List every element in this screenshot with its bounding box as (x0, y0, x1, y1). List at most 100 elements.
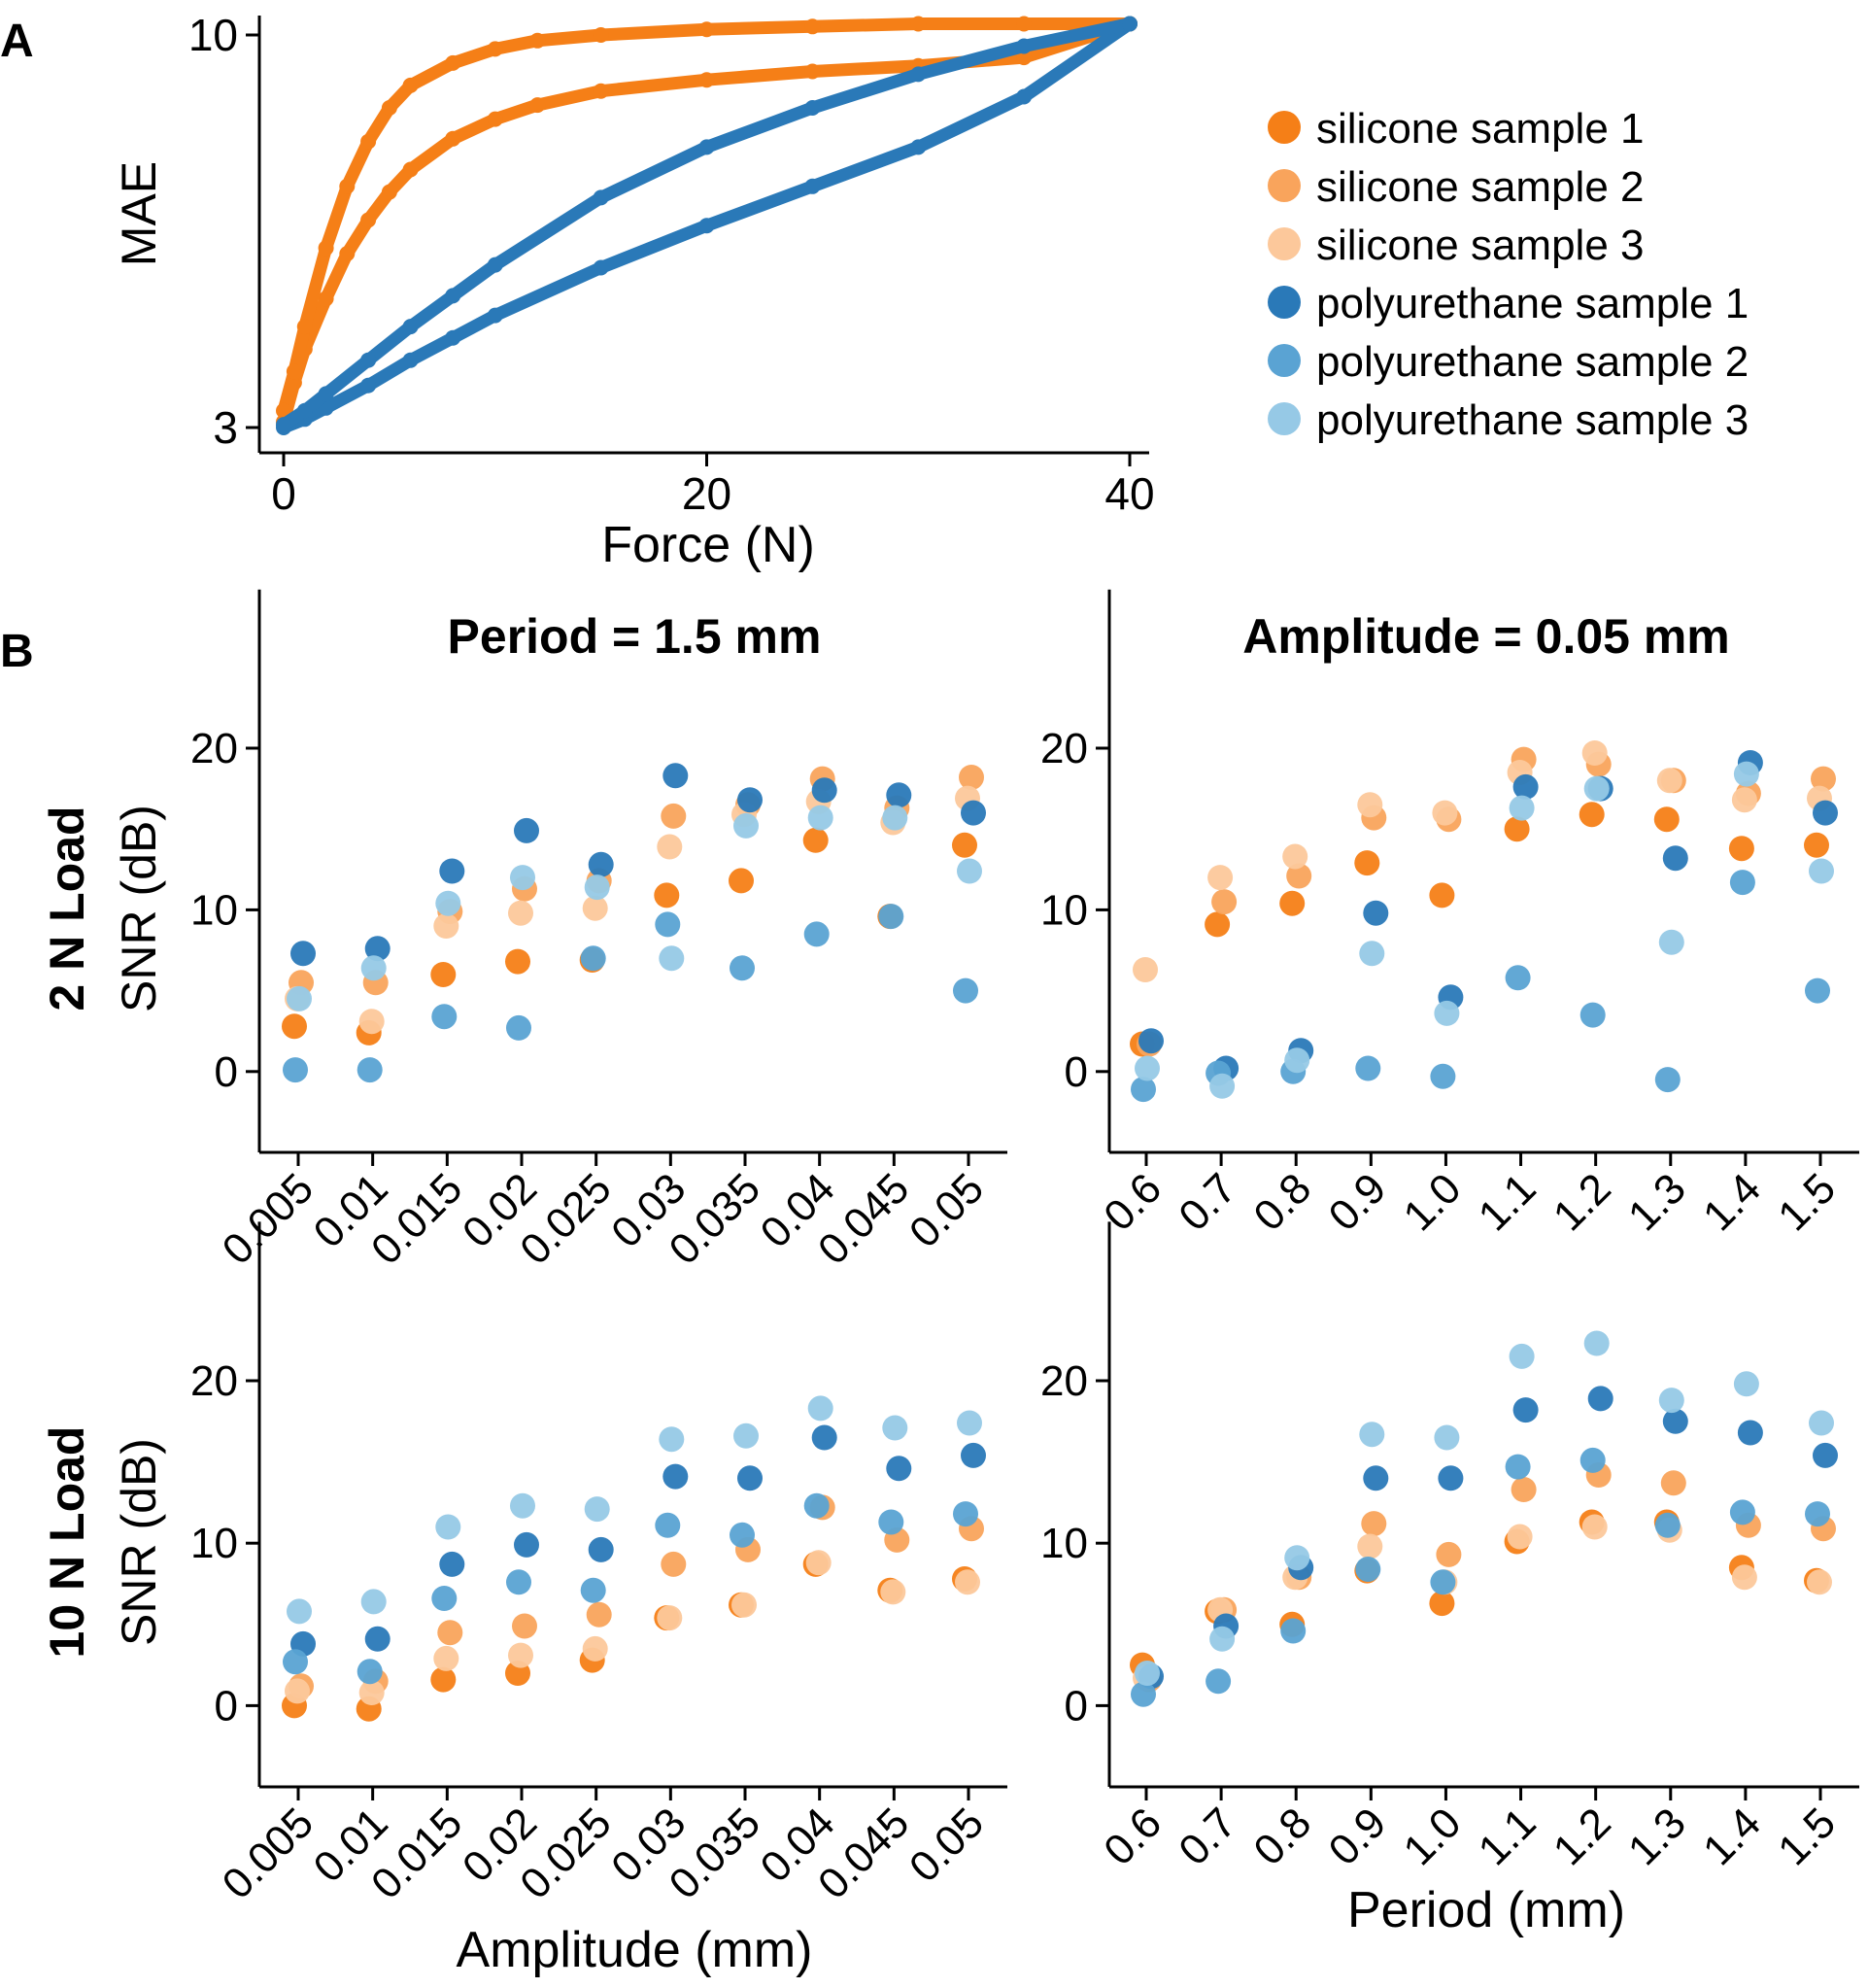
b-x-label-amplitude: Amplitude (mm) (457, 1922, 813, 1978)
data-point-polyurethane-sample-2 (431, 1586, 458, 1611)
row-label-10n-load: 10 N Load (40, 1426, 94, 1659)
data-point-silicone-sample-3 (1133, 957, 1158, 982)
data-point-polyurethane-sample-1 (1662, 1408, 1688, 1434)
data-point-polyurethane-sample-1 (439, 1551, 465, 1577)
x-tick-label: 40 (1104, 468, 1154, 519)
data-point-polyurethane-sample-1 (290, 941, 316, 967)
x-tick-label: 1.2 (1545, 1799, 1620, 1874)
data-point-polyurethane-unloading (402, 319, 419, 335)
data-point-polyurethane-sample-3 (287, 1598, 312, 1625)
data-point-polyurethane-sample-3 (1509, 1343, 1535, 1369)
data-point-silicone-unloading (445, 54, 461, 71)
data-point-polyurethane-loading (360, 377, 377, 394)
x-tick-label: 0.9 (1320, 1164, 1396, 1240)
data-point-silicone-sample-3 (805, 1550, 832, 1576)
data-point-polyurethane-sample-2 (580, 1577, 606, 1603)
data-point-silicone-loading (804, 63, 821, 80)
data-point-polyurethane-sample-1 (1737, 1420, 1763, 1446)
data-point-polyurethane-sample-2 (357, 1057, 383, 1083)
data-point-silicone-sample-3 (1656, 768, 1682, 794)
data-point-silicone-sample-3 (358, 1009, 385, 1035)
data-point-silicone-sample-3 (1282, 843, 1308, 870)
x-tick-label: 0.7 (1170, 1799, 1245, 1874)
data-point-silicone-sample-2 (959, 765, 984, 790)
data-point-polyurethane-sample-3 (584, 1496, 610, 1523)
data-point-polyurethane-sample-1 (1512, 1397, 1539, 1423)
data-point-polyurethane-sample-2 (655, 911, 681, 938)
data-point-silicone-sample-1 (505, 948, 530, 975)
data-point-silicone-sample-3 (1507, 1524, 1533, 1550)
data-point-silicone-loading (593, 83, 609, 99)
data-point-polyurethane-sample-1 (514, 817, 539, 843)
data-point-polyurethane-sample-3 (807, 805, 833, 831)
data-point-silicone-sample-2 (1436, 1541, 1462, 1567)
x-tick-label: 0.9 (1320, 1799, 1396, 1874)
data-point-silicone-loading (402, 161, 419, 178)
data-point-polyurethane-sample-2 (730, 955, 755, 981)
legend-marker-polyurethane-2 (1268, 344, 1301, 377)
data-point-polyurethane-sample-1 (961, 1442, 986, 1468)
data-point-polyurethane-sample-3 (882, 1415, 908, 1441)
data-point-silicone-sample-1 (1728, 836, 1754, 862)
data-point-polyurethane-sample-2 (730, 1522, 755, 1548)
data-point-polyurethane-loading (445, 329, 461, 346)
data-point-polyurethane-sample-2 (1430, 1569, 1456, 1595)
b-2n-y-label: SNR (dB) (112, 805, 166, 1012)
x-tick-label: 1.4 (1694, 1799, 1770, 1874)
data-point-polyurethane-sample-3 (659, 1426, 685, 1453)
panel-b-title-amplitude: Amplitude = 0.05 mm (1242, 609, 1730, 664)
legend: silicone sample 1 silicone sample 2 sili… (1268, 105, 1749, 444)
scatter-2n-period: 0 10 20 0.6 0.7 0.8 0.9 1.0 1.1 1.2 1.3 1.4 1.5 (1040, 589, 1859, 1240)
data-point-polyurethane-loading (910, 139, 927, 155)
data-point-silicone-sample-3 (1357, 1533, 1383, 1560)
data-point-polyurethane-sample-1 (1438, 1465, 1464, 1491)
data-point-silicone-sample-3 (880, 1579, 906, 1605)
data-point-silicone-sample-1 (1429, 1591, 1455, 1617)
x-tick-label: 1.0 (1395, 1799, 1471, 1874)
legend-label-silicone-3: silicone sample 3 (1316, 222, 1645, 269)
data-point-polyurethane-unloading (360, 352, 377, 368)
data-point-silicone-sample-3 (1731, 787, 1757, 813)
x-tick-label: 20 (682, 468, 731, 519)
data-point-polyurethane-sample-3 (360, 1589, 387, 1615)
panel-a-ticks: 0 20 40 3 10 (188, 10, 1155, 519)
x-tick-label: 1.0 (1395, 1164, 1471, 1240)
data-point-silicone-unloading (339, 178, 356, 194)
data-point-silicone-sample-1 (654, 882, 680, 908)
data-point-silicone-unloading (1016, 16, 1033, 32)
x-tick-label: 0.6 (1095, 1799, 1171, 1874)
data-point-silicone-sample-2 (1286, 863, 1312, 889)
data-point-silicone-sample-1 (1504, 816, 1530, 842)
x-tick-label: 0.05 (900, 1164, 993, 1256)
legend-label-silicone-1: silicone sample 1 (1316, 105, 1645, 153)
legend-label-silicone-2: silicone sample 2 (1316, 163, 1645, 211)
x-tick-label: 0.05 (900, 1799, 993, 1891)
data-point-polyurethane-sample-3 (807, 1395, 833, 1422)
data-point-polyurethane-sample-3 (360, 955, 387, 981)
scatter-2n-amplitude: 010200.0050.010.0150.020.0250.030.0350.0… (190, 589, 1007, 1274)
data-point-polyurethane-sample-2 (580, 945, 606, 972)
x-tick-label: 1.1 (1470, 1164, 1545, 1240)
legend-label-polyurethane-1: polyurethane sample 1 (1316, 280, 1749, 327)
data-point-polyurethane-sample-3 (1809, 1410, 1834, 1436)
legend-marker-silicone-3 (1268, 227, 1301, 260)
data-point-polyurethane-sample-3 (435, 1514, 461, 1540)
data-point-silicone-sample-2 (512, 1613, 537, 1639)
data-point-silicone-sample-1 (1653, 806, 1680, 833)
data-point-polyurethane-sample-1 (1363, 900, 1389, 926)
data-point-silicone-sample-2 (586, 1601, 612, 1628)
y-tick-label: 10 (190, 1520, 238, 1567)
data-point-silicone-loading (318, 291, 334, 307)
data-point-polyurethane-sample-2 (1430, 1063, 1456, 1089)
data-point-polyurethane-sample-2 (283, 1057, 308, 1083)
data-point-polyurethane-sample-3 (1284, 1545, 1310, 1571)
data-point-silicone-sample-1 (952, 832, 977, 858)
data-point-polyurethane-sample-2 (1654, 1512, 1681, 1538)
data-point-polyurethane-sample-2 (1206, 1668, 1232, 1695)
data-point-polyurethane-unloading (804, 100, 821, 116)
data-point-silicone-sample-3 (955, 1569, 980, 1595)
panel-label-b: B (0, 626, 34, 677)
data-point-silicone-unloading (910, 16, 927, 32)
data-point-polyurethane-sample-1 (1813, 800, 1838, 826)
